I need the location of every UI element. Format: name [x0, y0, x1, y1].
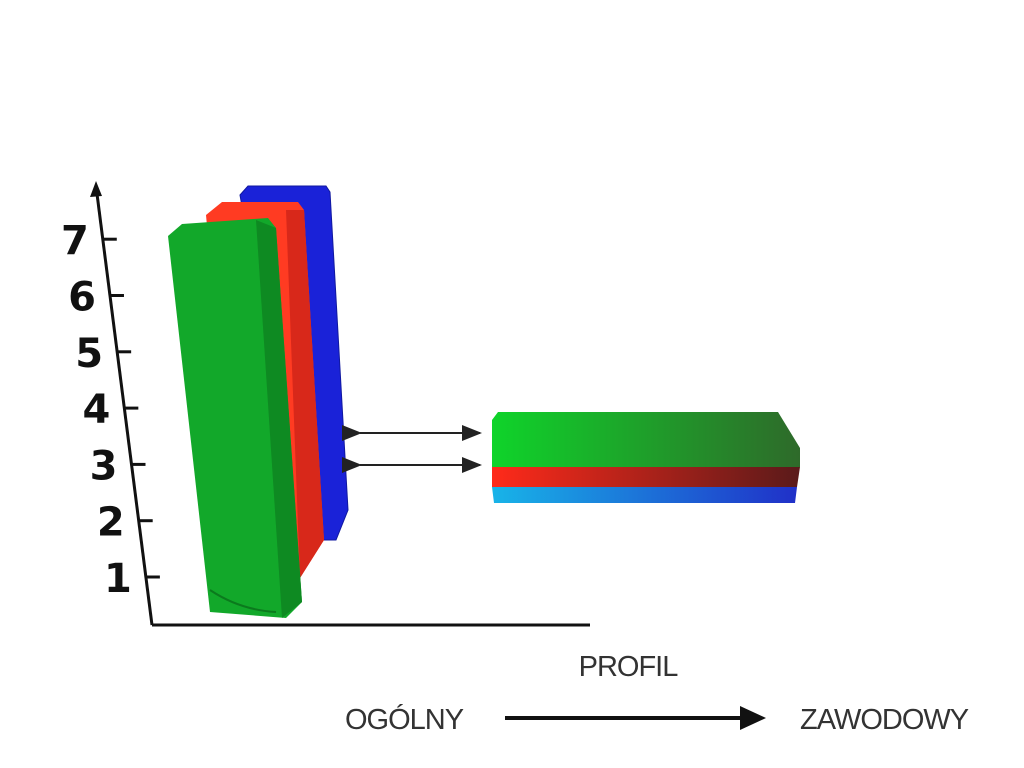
right-end-label: ZAWODOWY [800, 704, 969, 736]
y-tick-label: 4 [82, 387, 110, 433]
axis-title: PROFIL [579, 651, 679, 683]
y-tick-label: 5 [75, 331, 103, 377]
left-end-label: OGÓLNY [345, 703, 464, 736]
y-axis [94, 185, 154, 626]
y-tick-label: 7 [61, 218, 89, 264]
y-tick-label: 2 [97, 500, 125, 546]
y-tick-label: 3 [90, 443, 118, 489]
y-tick-label: 6 [68, 275, 96, 321]
direction-arrowhead [740, 706, 766, 730]
horizontal-bar [492, 412, 800, 503]
y-tick-label: 1 [104, 556, 132, 602]
double-arrows [342, 425, 482, 473]
vertical-bars [168, 185, 349, 618]
y-axis-arrow [90, 181, 102, 197]
